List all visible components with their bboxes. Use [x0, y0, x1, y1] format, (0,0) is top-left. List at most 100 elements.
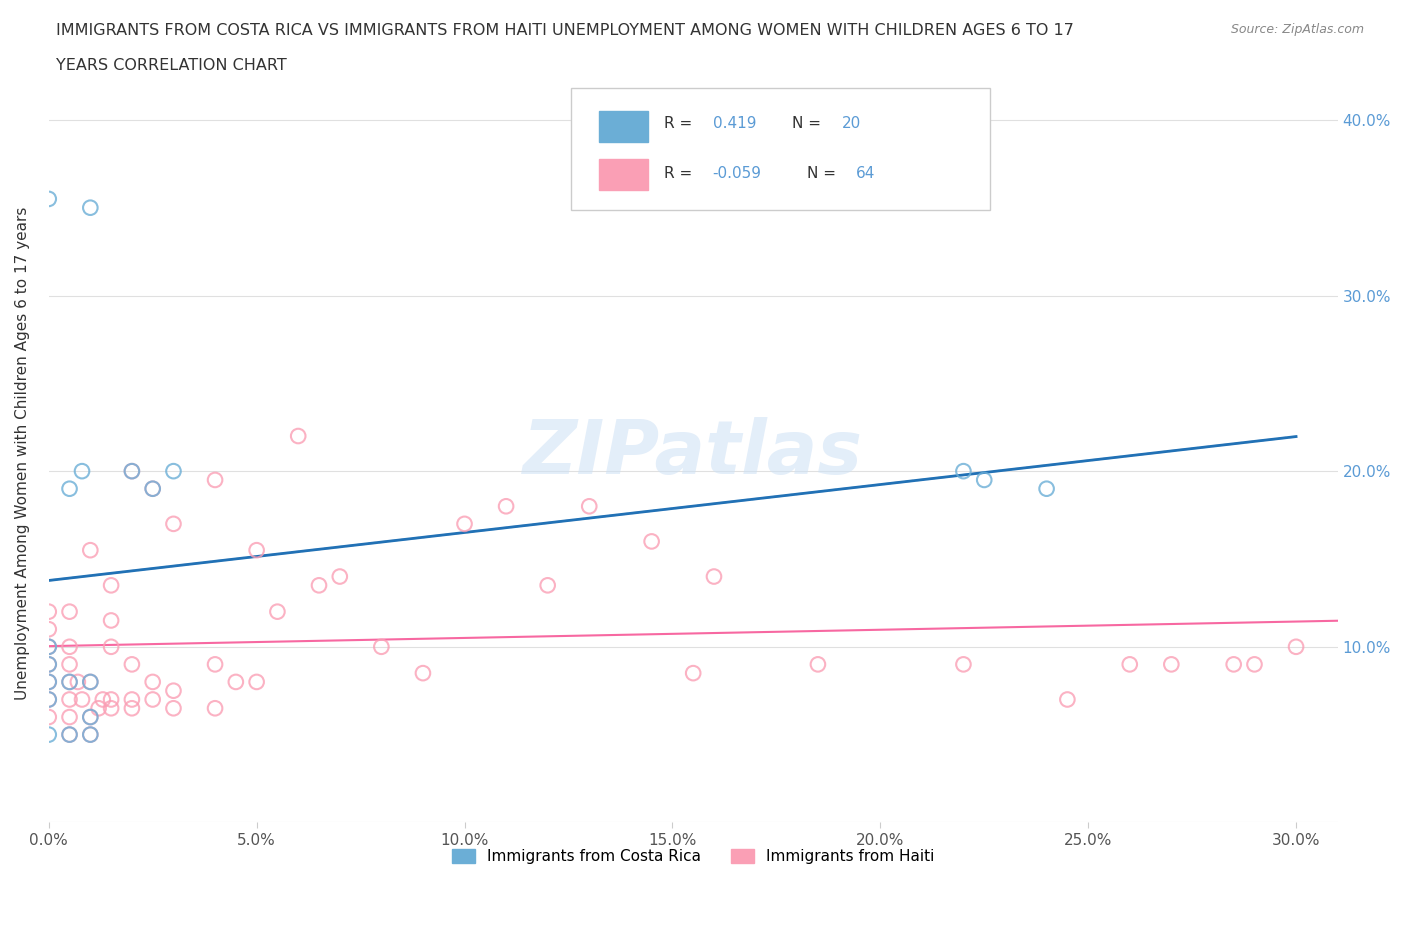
- Point: [38, 639, 60, 654]
- Point: [66, 674, 89, 689]
- Point: [121, 701, 143, 716]
- Point: [38, 710, 60, 724]
- Point: [287, 429, 309, 444]
- Legend: Immigrants from Costa Rica, Immigrants from Haiti: Immigrants from Costa Rica, Immigrants f…: [446, 843, 941, 870]
- Point: [79, 543, 101, 558]
- Point: [246, 543, 269, 558]
- Point: [1119, 657, 1142, 671]
- Point: [142, 482, 165, 497]
- Point: [807, 657, 830, 671]
- Point: [38, 727, 60, 742]
- Point: [58, 604, 80, 619]
- Text: R =: R =: [664, 166, 697, 180]
- Point: [38, 657, 60, 671]
- Point: [38, 657, 60, 671]
- Bar: [599, 111, 648, 141]
- Text: R =: R =: [664, 116, 697, 131]
- Point: [1056, 692, 1078, 707]
- Point: [682, 666, 704, 681]
- Point: [703, 569, 725, 584]
- Point: [412, 666, 434, 681]
- Point: [204, 657, 226, 671]
- Point: [225, 674, 247, 689]
- Point: [329, 569, 352, 584]
- Point: [58, 727, 80, 742]
- Point: [1160, 657, 1182, 671]
- Point: [58, 674, 80, 689]
- Point: [142, 482, 165, 497]
- FancyBboxPatch shape: [571, 88, 990, 210]
- Point: [266, 604, 288, 619]
- Point: [38, 692, 60, 707]
- Point: [38, 692, 60, 707]
- Y-axis label: Unemployment Among Women with Children Ages 6 to 17 years: Unemployment Among Women with Children A…: [15, 206, 30, 700]
- Point: [58, 657, 80, 671]
- Point: [121, 692, 143, 707]
- Bar: [599, 159, 648, 191]
- Point: [58, 692, 80, 707]
- Text: IMMIGRANTS FROM COSTA RICA VS IMMIGRANTS FROM HAITI UNEMPLOYMENT AMONG WOMEN WIT: IMMIGRANTS FROM COSTA RICA VS IMMIGRANTS…: [56, 23, 1074, 38]
- Point: [121, 464, 143, 479]
- Point: [640, 534, 662, 549]
- Point: [79, 727, 101, 742]
- Text: 64: 64: [856, 166, 875, 180]
- Point: [87, 701, 110, 716]
- Point: [537, 578, 560, 592]
- Text: 0.419: 0.419: [713, 116, 756, 131]
- Text: N =: N =: [793, 116, 827, 131]
- Point: [79, 200, 101, 215]
- Point: [100, 701, 122, 716]
- Point: [142, 692, 165, 707]
- Point: [952, 657, 974, 671]
- Point: [973, 472, 995, 487]
- Point: [370, 639, 392, 654]
- Point: [1222, 657, 1244, 671]
- Text: ZIPatlas: ZIPatlas: [523, 417, 863, 490]
- Point: [70, 464, 93, 479]
- Point: [79, 710, 101, 724]
- Point: [121, 657, 143, 671]
- Text: 20: 20: [841, 116, 860, 131]
- Point: [308, 578, 330, 592]
- Point: [58, 710, 80, 724]
- Point: [38, 604, 60, 619]
- Point: [162, 684, 184, 698]
- Point: [58, 674, 80, 689]
- Point: [121, 464, 143, 479]
- Point: [204, 701, 226, 716]
- Point: [100, 692, 122, 707]
- Point: [1243, 657, 1265, 671]
- Point: [91, 692, 114, 707]
- Point: [79, 710, 101, 724]
- Point: [38, 622, 60, 637]
- Point: [162, 516, 184, 531]
- Point: [100, 613, 122, 628]
- Point: [70, 692, 93, 707]
- Point: [246, 674, 269, 689]
- Point: [58, 482, 80, 497]
- Point: [495, 498, 517, 513]
- Text: -0.059: -0.059: [713, 166, 762, 180]
- Point: [578, 498, 600, 513]
- Point: [162, 464, 184, 479]
- Point: [1285, 639, 1308, 654]
- Point: [38, 639, 60, 654]
- Point: [1035, 482, 1057, 497]
- Text: YEARS CORRELATION CHART: YEARS CORRELATION CHART: [56, 58, 287, 73]
- Point: [100, 639, 122, 654]
- Point: [453, 516, 475, 531]
- Text: N =: N =: [807, 166, 841, 180]
- Point: [79, 727, 101, 742]
- Point: [58, 639, 80, 654]
- Point: [100, 578, 122, 592]
- Point: [142, 674, 165, 689]
- Point: [38, 674, 60, 689]
- Point: [204, 472, 226, 487]
- Point: [58, 727, 80, 742]
- Point: [38, 192, 60, 206]
- Text: Source: ZipAtlas.com: Source: ZipAtlas.com: [1230, 23, 1364, 36]
- Point: [952, 464, 974, 479]
- Point: [38, 674, 60, 689]
- Point: [79, 674, 101, 689]
- Point: [162, 701, 184, 716]
